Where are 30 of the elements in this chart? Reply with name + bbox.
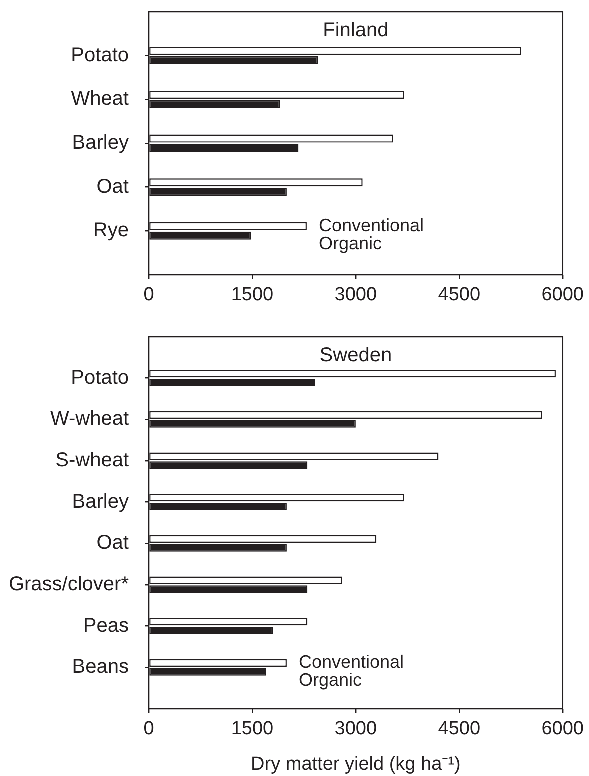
x-tick-label: 1500	[231, 284, 274, 306]
y-tick-label: Potato	[71, 44, 129, 66]
y-tick-label: Beans	[72, 656, 129, 678]
y-tick-label: Barley	[72, 132, 129, 154]
series-label: Organic	[298, 670, 362, 690]
y-tick-label: Rye	[93, 220, 129, 242]
y-tick-label: W-wheat	[50, 408, 130, 430]
series-label: Conventional	[298, 652, 404, 672]
x-tick-label: 3000	[334, 718, 378, 740]
x-axis-title: Dry matter yield (kg ha⁻¹)	[251, 754, 461, 775]
x-tick-label: 3000	[334, 284, 378, 306]
text: Organic	[318, 233, 382, 254]
y-tick-label: Potato	[71, 366, 129, 389]
y-tick-label: Barley	[72, 490, 129, 513]
x-tick-label: 4500	[438, 718, 481, 740]
y-tick-label: Grass/clover*	[8, 574, 130, 596]
chart-title: Sweden	[320, 344, 392, 367]
series-label: Conventional	[318, 215, 424, 236]
x-tick-label: 0	[144, 284, 154, 306]
x-tick-label: 6000	[542, 284, 584, 306]
y-tick-label: S-wheat	[56, 450, 130, 472]
y-tick-label: Wheat	[71, 88, 130, 110]
y-tick-label: Oat	[96, 176, 130, 198]
x-tick-label: 0	[144, 718, 154, 740]
y-tick-label: Oat	[96, 532, 130, 554]
x-tick-label: 1500	[231, 718, 274, 740]
y-tick-label: Peas	[83, 614, 129, 637]
x-tick-label: 4500	[438, 284, 481, 306]
x-tick-label: 6000	[542, 718, 584, 740]
chart-title: Finland	[323, 20, 389, 42]
